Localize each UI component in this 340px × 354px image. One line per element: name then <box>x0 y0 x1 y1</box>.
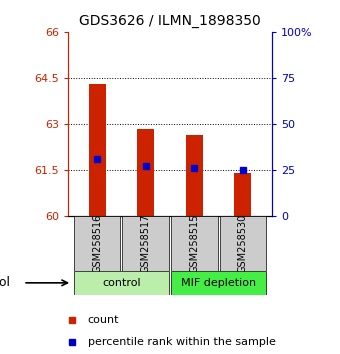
Text: count: count <box>88 315 119 325</box>
Text: percentile rank within the sample: percentile rank within the sample <box>88 337 276 347</box>
Bar <box>74 216 120 271</box>
Text: MIF depletion: MIF depletion <box>181 278 256 288</box>
Bar <box>186 135 203 216</box>
Bar <box>137 129 154 216</box>
Bar <box>220 216 266 271</box>
Title: GDS3626 / ILMN_1898350: GDS3626 / ILMN_1898350 <box>79 14 261 28</box>
Bar <box>171 271 266 295</box>
Bar <box>234 173 251 216</box>
Bar <box>89 84 106 216</box>
Text: GSM258515: GSM258515 <box>189 214 199 273</box>
Bar <box>171 216 218 271</box>
Text: control: control <box>102 278 141 288</box>
Text: GSM258516: GSM258516 <box>92 214 102 273</box>
Text: protocol: protocol <box>0 276 11 289</box>
Bar <box>122 216 169 271</box>
Bar <box>74 271 169 295</box>
Text: GSM258517: GSM258517 <box>141 214 151 273</box>
Text: GSM258530: GSM258530 <box>238 214 248 273</box>
